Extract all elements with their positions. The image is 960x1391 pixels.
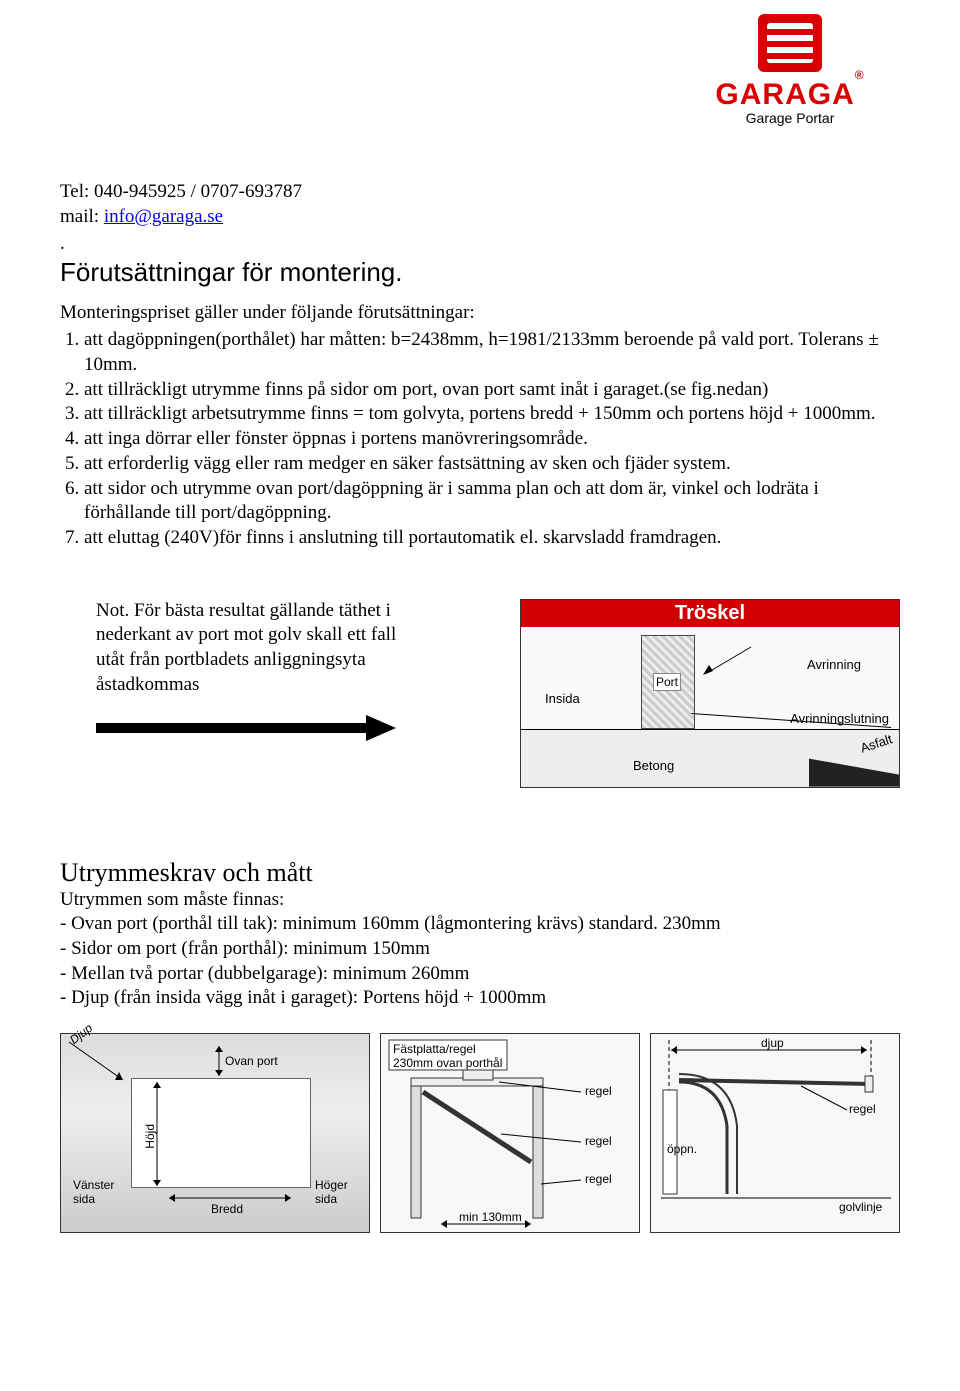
garage-door-icon	[758, 14, 822, 72]
label-oppn: öppn.	[667, 1142, 697, 1156]
label-avrinningslutning: Avrinningslutning	[790, 711, 889, 726]
label-regel: regel	[849, 1102, 876, 1116]
mail-line: mail: info@garaga.se	[60, 205, 900, 230]
tel-line: Tel: 040-945925 / 0707-693787	[60, 180, 900, 205]
avrinning-arrow-icon	[701, 641, 761, 681]
threshold-header: Tröskel	[521, 600, 899, 627]
space-line: - Sidor om port (från porthål): minimum …	[60, 937, 900, 962]
label-regel: regel	[585, 1084, 612, 1098]
mail-prefix: mail:	[60, 206, 104, 227]
space-intro: Utrymmen som måste finnas:	[60, 888, 900, 913]
threshold-box: Tröskel Port Insida Avrinning Avrinnings…	[520, 599, 900, 788]
brand-logo: GARAGA® Garage Portar	[690, 14, 890, 126]
requirement-item: att tillräckligt arbetsutrymme finns = t…	[84, 402, 900, 427]
requirement-item: att eluttag (240V)för finns i anslutning…	[84, 526, 900, 551]
label-hoger-sida: Höger sida	[315, 1178, 348, 1206]
note-text: Not. För bästa resultat gällande täthet …	[96, 599, 420, 698]
figure-garage-dimensions: Djup Ovan port Vänster sida Höjd Bredd H…	[60, 1033, 370, 1233]
label-regel: regel	[585, 1134, 612, 1148]
space-line: - Djup (från insida vägg inåt i garaget)…	[60, 986, 900, 1011]
label-ovan-port: Ovan port	[225, 1054, 278, 1068]
label-avrinning: Avrinning	[807, 657, 861, 672]
bottom-figures-row: Djup Ovan port Vänster sida Höjd Bredd H…	[60, 1033, 900, 1233]
label-djup: djup	[761, 1036, 784, 1050]
figure-side-profile: djup regel öppn. golvlinje	[650, 1033, 900, 1233]
figure-fastplatta-regel: Fästplatta/regel 230mm ovan porthål rege…	[380, 1033, 640, 1233]
space-line: - Ovan port (porthål till tak): minimum …	[60, 912, 900, 937]
label-insida: Insida	[545, 691, 580, 706]
label-regel: regel	[585, 1172, 612, 1186]
label-fastplatta-title: Fästplatta/regel 230mm ovan porthål	[393, 1042, 502, 1070]
note-column: Not. För bästa resultat gällande täthet …	[60, 599, 420, 751]
heading-space-requirements: Utrymmeskrav och mått	[60, 858, 900, 888]
threshold-body: Port Insida Avrinning Avrinningslutning …	[521, 627, 899, 787]
label-hojd: Höjd	[143, 1124, 157, 1149]
requirement-item: att dagöppningen(porthålet) har måtten: …	[84, 328, 900, 377]
requirement-item: att sidor och utrymme ovan port/dagöppni…	[84, 477, 900, 526]
brand-name-text: GARAGA	[715, 78, 854, 111]
lone-dot: .	[60, 233, 900, 255]
note-and-diagram-row: Not. För bästa resultat gällande täthet …	[60, 599, 900, 788]
threshold-diagram: Tröskel Port Insida Avrinning Avrinnings…	[450, 599, 900, 788]
label-vanster-sida: Vänster sida	[73, 1178, 114, 1206]
brand-subtitle: Garage Portar	[690, 110, 890, 126]
label-betong: Betong	[633, 758, 674, 773]
requirement-item: att erforderlig vägg eller ram medger en…	[84, 452, 900, 477]
space-line: - Mellan två portar (dubbelgarage): mini…	[60, 962, 900, 987]
requirement-item: att inga dörrar eller fönster öppnas i p…	[84, 427, 900, 452]
arrow-right-icon	[96, 713, 396, 743]
port-label: Port	[653, 673, 681, 691]
requirement-item: att tillräckligt utrymme finns på sidor …	[84, 378, 900, 403]
label-bredd: Bredd	[211, 1202, 243, 1216]
label-golvlinje: golvlinje	[839, 1200, 882, 1214]
brand-name: GARAGA®	[690, 78, 890, 112]
label-min-130: min 130mm	[459, 1210, 522, 1224]
mail-link[interactable]: info@garaga.se	[104, 206, 223, 227]
requirements-list: att dagöppningen(porthålet) har måtten: …	[60, 328, 900, 550]
registered-mark: ®	[855, 68, 865, 82]
intro-text: Monteringspriset gäller under följande f…	[60, 302, 900, 324]
contact-block: Tel: 040-945925 / 0707-693787 mail: info…	[60, 180, 900, 229]
heading-prerequisites: Förutsättningar för montering.	[60, 257, 900, 288]
